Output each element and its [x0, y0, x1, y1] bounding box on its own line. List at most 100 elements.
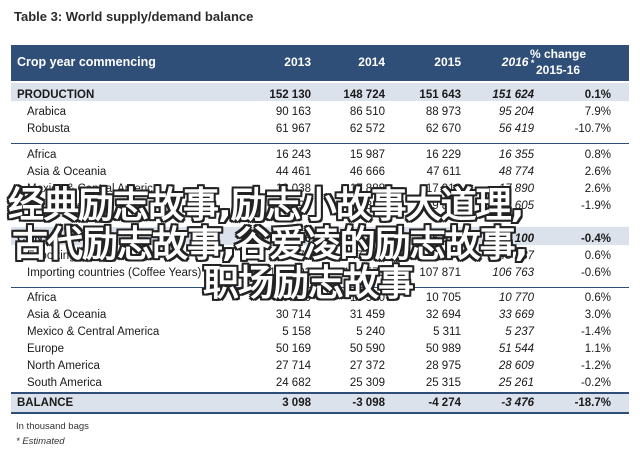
cell-value: 17 890	[498, 183, 534, 195]
cell-change: 0.6%	[584, 292, 611, 304]
row-label: Europe	[27, 343, 65, 355]
column-header-2013: 2013	[284, 55, 311, 69]
cell-value: 71 883	[349, 200, 385, 212]
cell-value: 148 866	[269, 233, 311, 245]
cell-change: -0.2%	[580, 377, 611, 389]
cell-value: 61 967	[275, 123, 311, 135]
table-row: Asia & Oceania 30 714 31 459 32 694 33 669 3.…	[11, 308, 629, 325]
cell-value: 18 038	[275, 183, 311, 195]
cell-value: 16 243	[275, 149, 311, 161]
cell-value: 62 670	[425, 123, 461, 135]
cell-value: 44 461	[275, 166, 311, 178]
cell-value: 104 573	[343, 267, 385, 279]
table-row: Africa 10 350 10 590 10 705 10 770 0.6%	[11, 291, 629, 308]
cell-value: 5 311	[433, 326, 461, 338]
note-estimated: * Estimated	[16, 436, 65, 447]
cell-value: 50 590	[349, 343, 385, 355]
cell-value: 151 624	[492, 89, 534, 101]
cell-value: 17 918	[425, 183, 461, 195]
row-label: Arabica	[27, 106, 66, 118]
table-row: Exporting countries 46 474 47 245 48 046 48 …	[11, 249, 629, 266]
cell-change: 3.0%	[584, 309, 611, 321]
cell-value: 50 989	[425, 343, 461, 355]
column-header-change-line1: % change	[529, 47, 586, 61]
divider	[11, 287, 629, 288]
row-label: Africa	[27, 292, 57, 304]
cell-value: 25 315	[425, 377, 461, 389]
cell-change: 2.6%	[584, 183, 611, 195]
cell-change: -0.4%	[580, 233, 611, 245]
cell-change: -1.4%	[580, 326, 611, 338]
cell-value: 31 459	[349, 309, 385, 321]
table-row: Africa 16 243 15 987 16 229 16 355 0.8%	[11, 148, 629, 165]
divider	[11, 412, 629, 414]
cell-value: 71 391	[275, 200, 311, 212]
cell-value: 86 510	[349, 106, 385, 118]
table-header: Crop year commencing 2013 2014 2015 2016…	[11, 45, 629, 81]
column-header-change-line2: 2015-16	[535, 63, 581, 77]
cell-change: 0.8%	[584, 149, 611, 161]
cell-value: 24 682	[275, 377, 311, 389]
row-label: Exporting countries	[27, 250, 126, 262]
table-row: South America 71 391 71 883 69 888 68 605 -1.…	[11, 199, 629, 216]
table-row: Europe 50 169 50 590 50 989 51 544 1.1%	[11, 342, 629, 359]
estimate-mark: *	[530, 58, 534, 68]
cell-change: -10.7%	[574, 123, 611, 135]
cell-value: 47 611	[426, 166, 461, 178]
cell-change: -1.9%	[580, 200, 611, 212]
cell-value: 32 694	[425, 309, 461, 321]
watermark-line-1: 经典励志故事,励志小故事大道理,	[8, 185, 524, 226]
cell-value: 48 774	[498, 166, 534, 178]
table-row: Arabica 90 163 86 510 88 973 95 204 7.9%	[11, 105, 629, 122]
cell-value: 107 871	[419, 267, 461, 279]
table-row: Robusta 61 967 62 572 62 670 56 419 -10.7%	[11, 122, 629, 139]
cell-value: 25 309	[349, 377, 385, 389]
column-header-2014: 2014	[358, 55, 385, 69]
divider	[11, 392, 629, 394]
cell-change: 1.1%	[584, 343, 611, 355]
cell-value: 46 666	[349, 166, 385, 178]
cell-value: 151 818	[343, 233, 385, 245]
row-label: South America	[27, 200, 102, 212]
row-label: Mexico & Central America	[27, 183, 160, 195]
watermark-line-2: 古代励志故事,谷爱凌的励志故事,	[12, 224, 528, 265]
cell-value: 69 888	[425, 200, 461, 212]
row-label: Mexico & Central America	[27, 326, 160, 338]
cell-value: 88 973	[425, 106, 461, 118]
row-label: North America	[27, 360, 100, 372]
cell-change: -0.6%	[580, 267, 611, 279]
cell-value: 56 419	[498, 123, 534, 135]
row-label: Robusta	[27, 123, 70, 135]
cell-value: 68 605	[498, 200, 534, 212]
cell-value: -3 098	[352, 397, 385, 409]
cell-value: 3 098	[282, 397, 311, 409]
divider	[11, 143, 629, 144]
cell-value: 62 572	[349, 123, 385, 135]
cell-change: -1.2%	[580, 360, 611, 372]
cell-value: 50 169	[275, 343, 311, 355]
cell-value: 10 770	[498, 292, 534, 304]
row-label: Asia & Oceania	[27, 309, 107, 321]
row-label: CONSUMPTION	[17, 233, 104, 245]
cell-change: 2.6%	[584, 166, 611, 178]
watermark-line-3: 职场励志故事	[203, 263, 414, 304]
table-row: Importing countries (Coffee Years) 102 39…	[11, 266, 629, 283]
cell-value: 16 229	[425, 149, 461, 161]
cell-value: -3 476	[501, 397, 534, 409]
row-label: South America	[27, 377, 102, 389]
cell-value: 10 350	[275, 292, 311, 304]
consumption-shade	[11, 227, 629, 245]
table-row: South America 24 682 25 309 25 315 25 261 -0.…	[11, 376, 629, 393]
cell-change: -18.7%	[574, 397, 611, 409]
cell-value: 30 714	[275, 309, 311, 321]
cell-value: 51 544	[498, 343, 534, 355]
cell-value: 5 240	[356, 326, 385, 338]
table-row: PRODUCTION 152 130 148 724 151 643 151 624 0.…	[11, 88, 629, 105]
cell-value: 155 100	[492, 233, 534, 245]
cell-value: 95 204	[498, 106, 534, 118]
cell-value: 27 714	[275, 360, 311, 372]
table-row: CONSUMPTION 148 866 151 818 155 917 155 100 -…	[11, 232, 629, 249]
cell-value: 10 590	[349, 292, 385, 304]
cell-change: 0.1%	[584, 89, 611, 101]
production-shade	[11, 83, 629, 101]
